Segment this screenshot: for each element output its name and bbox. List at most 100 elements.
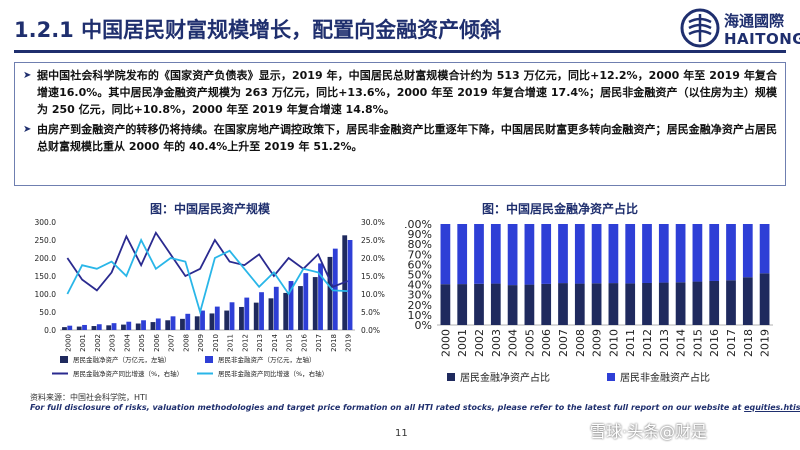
stacked-bar bbox=[457, 284, 468, 325]
legend-label: 居民非金融资产同比增速（%，右轴） bbox=[218, 369, 328, 378]
bar bbox=[141, 320, 146, 330]
disclaimer-text: For full disclosure of risks, valuation … bbox=[30, 403, 800, 412]
left-axis-tick-label: 150.0 bbox=[35, 272, 57, 281]
bar bbox=[327, 256, 333, 330]
stacked-bar bbox=[574, 283, 585, 325]
x-tick-label: 2001 bbox=[456, 329, 469, 357]
legend-label: 居民金融净资产同比增速（%，右轴） bbox=[73, 369, 183, 378]
stacked-bar bbox=[558, 224, 568, 284]
bullet-item: ➤ 据中国社会科学院发布的《国家资产负债表》显示，2019 年，中国居民总财富规… bbox=[23, 67, 777, 118]
x-tick-label: 2018 bbox=[742, 329, 755, 357]
right-axis-tick-label: 30.0% bbox=[361, 218, 385, 227]
x-tick-label: 2003 bbox=[490, 329, 503, 357]
x-tick-label: 2012 bbox=[241, 334, 249, 352]
stacked-bar bbox=[591, 283, 602, 325]
x-tick-label: 2017 bbox=[725, 329, 738, 357]
bar bbox=[194, 316, 200, 330]
bar bbox=[200, 310, 205, 330]
bar bbox=[312, 277, 318, 330]
legend-label: 居民非金融资产占比 bbox=[620, 371, 710, 384]
bar bbox=[170, 316, 176, 330]
x-tick-label: 2000 bbox=[439, 329, 452, 357]
bar bbox=[347, 240, 353, 330]
bar bbox=[106, 325, 112, 330]
haitong-logo-mark-icon bbox=[680, 8, 720, 48]
legend-label: 居民金融净资产（万亿元，左轴） bbox=[73, 355, 171, 364]
stacked-bar bbox=[490, 224, 501, 284]
bullet-text: 由房产到金融资产的转移仍将持续。在国家房地产调控政策下，居民非金融资产比重逐年下… bbox=[37, 123, 777, 153]
bar bbox=[67, 325, 73, 330]
bar bbox=[165, 320, 171, 330]
slide-title: 1.2.1 中国居民财富规模增长，配置向金融资产倾斜 bbox=[14, 18, 502, 42]
y-tick-label: 60% bbox=[408, 258, 432, 271]
y-tick-label: 10% bbox=[408, 309, 432, 322]
stacked-bar bbox=[625, 224, 636, 284]
right-axis-tick-label: 15.0% bbox=[361, 272, 385, 281]
x-tick-label: 2010 bbox=[607, 329, 620, 357]
stacked-bar bbox=[457, 224, 468, 285]
left-axis-tick-label: 300.0 bbox=[35, 218, 57, 227]
bar bbox=[62, 327, 67, 330]
right-axis-tick-label: 0.0% bbox=[361, 326, 380, 335]
bar bbox=[283, 292, 289, 330]
stacked-bar bbox=[608, 283, 619, 325]
bar bbox=[82, 324, 87, 330]
legend-swatch bbox=[205, 356, 213, 363]
stacked-bar bbox=[675, 224, 686, 283]
stacked-bar bbox=[709, 224, 720, 281]
x-tick-label: 2012 bbox=[641, 329, 654, 357]
website-link[interactable]: equities.htisec.com bbox=[744, 403, 800, 412]
haitong-logo: 海通國際 HAITONG bbox=[680, 6, 800, 50]
x-tick-label: 2014 bbox=[271, 333, 279, 351]
stacked-bar bbox=[759, 224, 770, 274]
stacked-bar bbox=[726, 224, 736, 281]
x-tick-label: 2002 bbox=[473, 329, 486, 357]
x-tick-label: 2016 bbox=[300, 333, 308, 351]
x-tick-label: 2004 bbox=[123, 333, 131, 351]
series-line bbox=[66, 237, 348, 316]
arrow-bullet-icon: ➤ bbox=[23, 124, 32, 135]
stacked-bar bbox=[474, 224, 484, 284]
logo-chinese-text: 海通國際 bbox=[724, 12, 785, 30]
x-tick-label: 2011 bbox=[624, 329, 637, 357]
stacked-bar bbox=[658, 224, 669, 283]
summary-box: ➤ 据中国社会科学院发布的《国家资产负债表》显示，2019 年，中国居民总财富规… bbox=[14, 62, 786, 186]
y-tick-label: 70% bbox=[408, 248, 432, 261]
y-tick-label: 20% bbox=[408, 299, 432, 312]
x-tick-label: 2006 bbox=[153, 333, 161, 351]
x-tick-label: 2015 bbox=[691, 329, 704, 357]
stacked-bar bbox=[709, 280, 720, 325]
stacked-bar bbox=[742, 224, 753, 278]
bar bbox=[111, 323, 117, 330]
y-tick-label: 40% bbox=[408, 279, 432, 292]
stacked-bar bbox=[507, 224, 518, 286]
bar bbox=[150, 322, 156, 330]
slide-header: 1.2.1 中国居民财富规模增长，配置向金融资产倾斜 海通國際 HAITONG bbox=[0, 0, 800, 58]
financial-share-chart: 0%10%20%30%40%50%60%70%80%90%100% 2000 200… bbox=[405, 218, 773, 384]
x-tick-label: 2006 bbox=[540, 329, 553, 357]
disclaimer-body: For full disclosure of risks, valuation … bbox=[30, 403, 745, 412]
bar bbox=[239, 306, 244, 330]
stacked-bar bbox=[558, 283, 568, 325]
x-tick-label: 2005 bbox=[523, 329, 536, 357]
stacked-bar bbox=[658, 282, 669, 325]
x-tick-label: 2016 bbox=[708, 329, 721, 357]
bar bbox=[126, 321, 132, 330]
x-tick-label: 2007 bbox=[557, 329, 570, 357]
x-tick-label: 2013 bbox=[658, 329, 671, 357]
bar bbox=[76, 326, 82, 330]
arrow-bullet-icon: ➤ bbox=[23, 70, 32, 81]
x-tick-label: 2014 bbox=[675, 329, 688, 357]
x-tick-label: 2007 bbox=[168, 334, 176, 352]
x-tick-label: 2009 bbox=[591, 329, 604, 357]
chart-title-assets: 图：中国居民资产规模 bbox=[150, 202, 271, 216]
stacked-bar bbox=[692, 224, 703, 282]
bar bbox=[155, 318, 161, 330]
stacked-bar bbox=[440, 284, 451, 325]
legend-label: 居民金融净资产占比 bbox=[460, 371, 550, 384]
series-line bbox=[66, 230, 348, 292]
y-tick-label: 0% bbox=[415, 319, 432, 332]
bar bbox=[288, 281, 294, 330]
bar bbox=[332, 248, 338, 330]
bullet-text: 据中国社会科学院发布的《国家资产负债表》显示，2019 年，中国居民总财富规模合… bbox=[37, 69, 777, 116]
